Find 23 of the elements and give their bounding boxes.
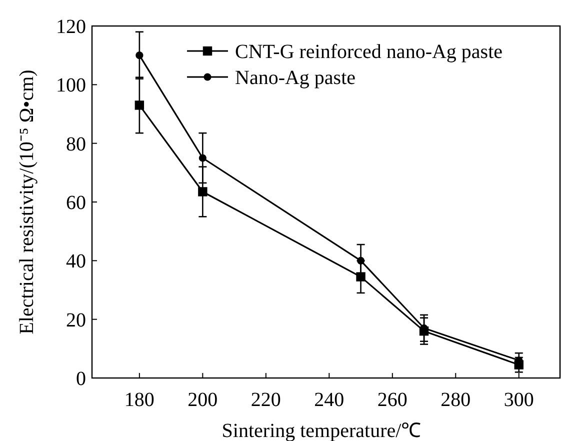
point	[134, 100, 144, 110]
x-tick-label: 240	[314, 389, 344, 411]
y-tick-label: 100	[56, 74, 86, 97]
x-tick-label: 300	[504, 389, 534, 411]
y-tick-label: 20	[66, 309, 86, 332]
x-tick-label: 260	[377, 389, 408, 411]
point	[356, 256, 365, 264]
legend-label: Nano-Ag paste	[235, 67, 356, 89]
y-axis-title: Electrical resistivity/(10⁻⁵ Ω•cm)	[16, 70, 38, 334]
x-tick-label: 280	[440, 389, 471, 411]
y-tick-label: 60	[66, 192, 86, 214]
point	[136, 52, 144, 60]
point	[198, 154, 206, 162]
legend-label: CNT-G reinforced nano-Ag paste	[235, 41, 503, 63]
point	[198, 187, 208, 196]
x-axis-title: Sintering temperature/℃	[222, 420, 422, 441]
x-tick-label: 220	[250, 389, 281, 411]
y-tick-label: 80	[66, 133, 86, 156]
y-tick-label: 40	[66, 250, 86, 273]
y-tick-label: 0	[76, 368, 86, 390]
x-tick-label: 200	[188, 389, 218, 411]
x-tick-label: 180	[124, 389, 154, 411]
y-tick-label: 120	[56, 16, 86, 38]
